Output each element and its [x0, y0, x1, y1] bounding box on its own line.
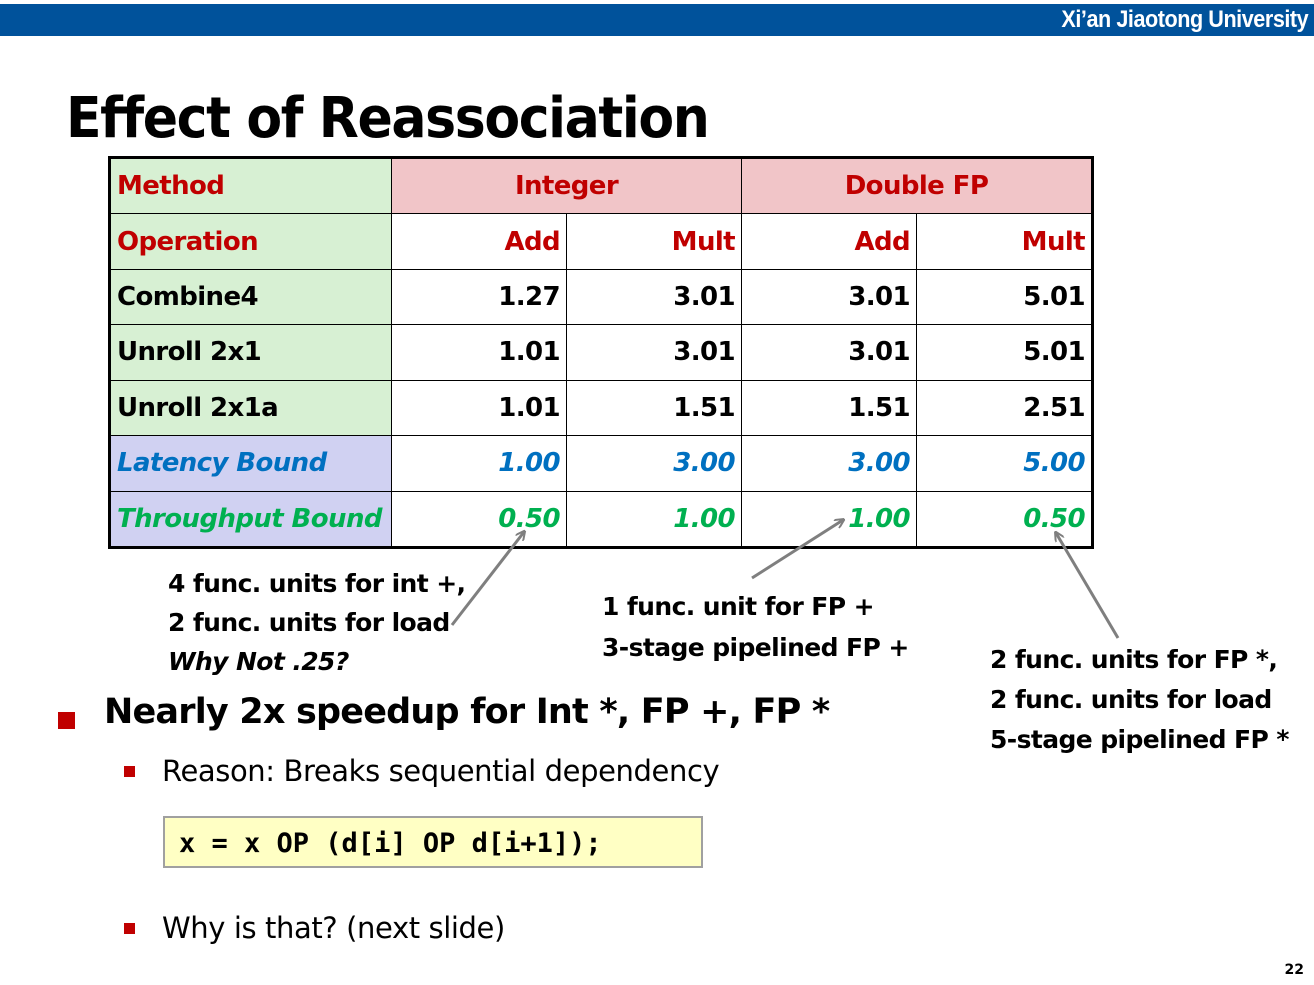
table-cell: 1.00: [566, 490, 742, 549]
note-line: 2 func. units for load: [168, 608, 450, 637]
note-line: 2 func. units for load: [990, 685, 1272, 714]
table-cell: 1.00: [741, 490, 917, 549]
slide-title: Effect of Reassociation: [66, 86, 710, 151]
page-number: 22: [1284, 962, 1304, 978]
table-row: Latency Bound 1.00 3.00 3.00 5.00: [109, 435, 1093, 492]
fp-add-note: 1 func. unit for FP + 3-stage pipelined …: [602, 586, 909, 668]
note-line: 2 func. units for FP *,: [990, 645, 1278, 674]
sub-bullet-text: Why is that? (next slide): [162, 911, 505, 945]
sub-bullet-text: Reason: Breaks sequential dependency: [162, 754, 720, 788]
double-fp-group-header: Double FP: [741, 156, 1093, 215]
table-cell: 5.01: [916, 324, 1093, 381]
fp-mult-note: 2 func. units for FP *, 2 func. units fo…: [990, 640, 1289, 760]
throughput-bound-label: Throughput Bound: [109, 490, 392, 549]
arrow-fp-mult-note: [1056, 533, 1120, 639]
bullet-square-icon: [58, 712, 75, 729]
table-cell: 3.01: [566, 268, 742, 326]
op-header-int-add: Add: [391, 213, 567, 270]
code-snippet: x = x OP (d[i] OP d[i+1]);: [163, 816, 703, 868]
note-line: 1 func. unit for FP +: [602, 592, 875, 621]
table-cell: 1.51: [741, 379, 917, 437]
op-header-fp-add: Add: [741, 213, 917, 270]
table-row: Unroll 2x1a 1.01 1.51 1.51 2.51: [109, 379, 1093, 437]
table-cell: 3.01: [741, 324, 917, 381]
table-cell: 3.01: [566, 324, 742, 381]
table-row: Throughput Bound 0.50 1.00 1.00 0.50: [109, 490, 1093, 549]
table-row: Combine4 1.27 3.01 3.01 5.01: [109, 268, 1093, 326]
bullet-square-icon: [124, 766, 135, 777]
university-name: Xi’an Jiaotong University: [1061, 6, 1308, 33]
latency-bound-label: Latency Bound: [109, 435, 392, 492]
table-cell: 1.27: [391, 268, 567, 326]
table-cell: 1.01: [391, 379, 567, 437]
operation-header: Operation: [109, 213, 392, 270]
table-cell: 5.01: [916, 268, 1093, 326]
arrow-fp-add-note: [751, 520, 843, 580]
note-line: 5-stage pipelined FP *: [990, 725, 1289, 754]
table-row: Unroll 2x1 1.01 3.01 3.01 5.01: [109, 324, 1093, 381]
method-header: Method: [109, 156, 392, 215]
table-cell: 3.01: [741, 268, 917, 326]
performance-table: Method Integer Double FP Operation Add M…: [108, 156, 1094, 549]
note-line: 3-stage pipelined FP +: [602, 633, 909, 662]
table-cell: 1.00: [391, 435, 567, 492]
int-units-note: 4 func. units for int +, 2 func. units f…: [168, 564, 466, 681]
table-cell: 5.00: [916, 435, 1093, 492]
main-bullet-text: Nearly 2x speedup for Int *, FP +, FP *: [104, 692, 830, 732]
table-cell: 3.00: [566, 435, 742, 492]
row-label: Unroll 2x1: [109, 324, 392, 381]
bullet-square-icon: [124, 923, 135, 934]
why-not-question: Why Not .25?: [168, 647, 349, 676]
table-row: Method Integer Double FP: [109, 156, 1093, 215]
table-cell: 0.50: [391, 490, 567, 549]
note-line: 4 func. units for int +,: [168, 569, 466, 598]
table-cell: 2.51: [916, 379, 1093, 437]
row-label: Combine4: [109, 268, 392, 326]
arrow-int-note: [450, 532, 524, 626]
table-cell: 1.51: [566, 379, 742, 437]
header-bar: Xi’an Jiaotong University: [0, 4, 1314, 36]
row-label: Unroll 2x1a: [109, 379, 392, 437]
note-line: Why Not .25?: [168, 642, 465, 681]
